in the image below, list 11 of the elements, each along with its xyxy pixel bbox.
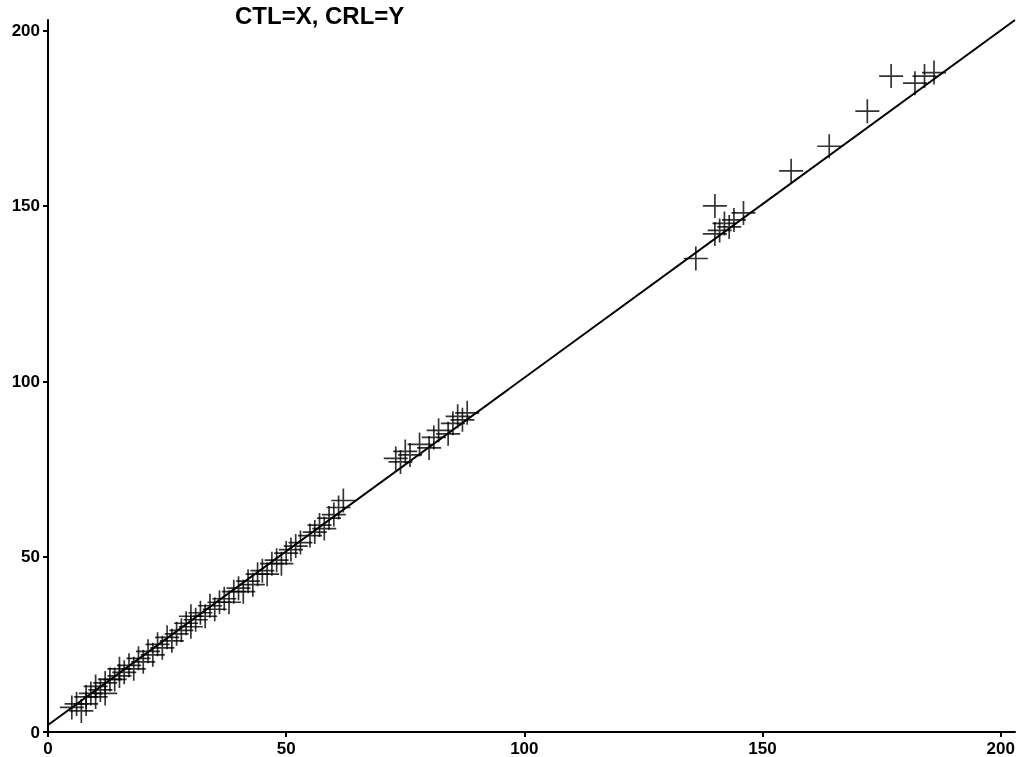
x-tick-label: 150 — [748, 739, 777, 757]
y-tick-label: 50 — [21, 547, 40, 567]
y-tick-label: 100 — [11, 371, 40, 391]
y-tick-label: 200 — [11, 21, 40, 41]
x-tick-label: 50 — [276, 739, 296, 757]
x-tick-label: 200 — [986, 739, 1015, 757]
y-tick-label: 0 — [30, 722, 40, 742]
x-tick-label: 0 — [43, 739, 53, 757]
y-tick-label: 150 — [11, 196, 40, 216]
chart-title: CTL=X, CRL=Y — [235, 1, 405, 29]
x-tick-label: 100 — [510, 739, 539, 757]
